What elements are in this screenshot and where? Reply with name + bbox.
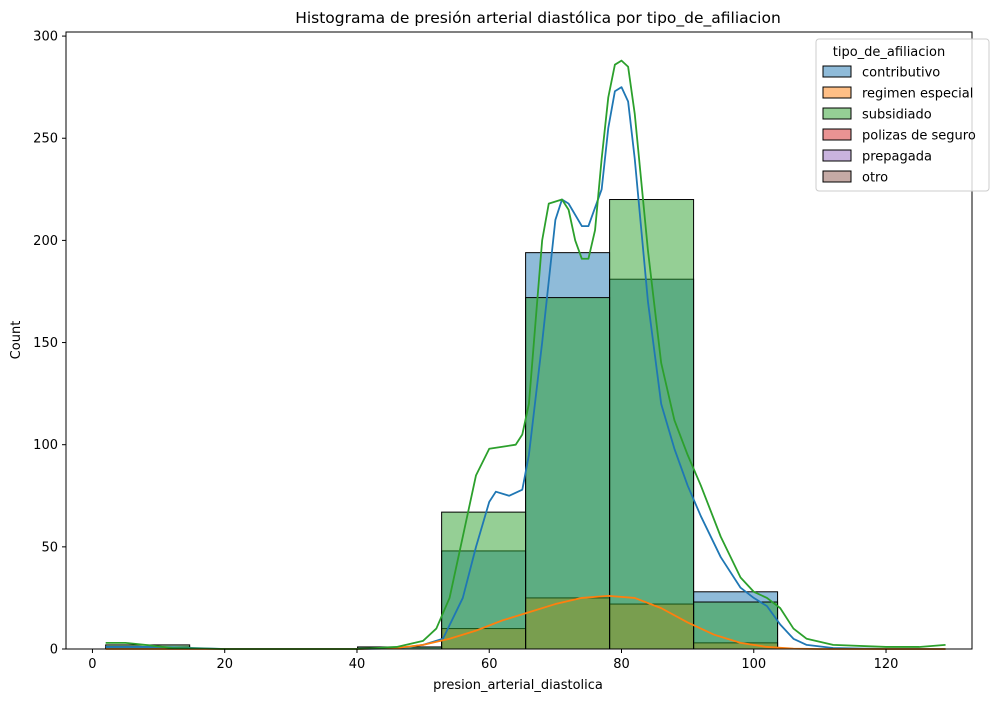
legend-swatch (822, 149, 852, 162)
legend-label: subsidiado (862, 108, 932, 123)
y-tick-label: 0 (50, 643, 58, 658)
y-tick-label: 150 (33, 336, 58, 351)
chart-title: Histograma de presión arterial diastólic… (295, 9, 781, 28)
kde-line-regimen-especial (105, 594, 946, 650)
legend-swatch (822, 86, 852, 99)
plot-area-frame (65, 31, 973, 650)
x-axis-ticks: 0 20 40 60 80 100 120 (88, 649, 898, 672)
legend-label: regimen especial (862, 87, 973, 102)
legend-swatch (822, 170, 852, 183)
x-tick-label: 20 (216, 657, 233, 672)
legend-swatch (822, 128, 852, 141)
x-tick-label: 40 (349, 657, 366, 672)
legend-label: polizas de seguro (862, 129, 976, 144)
legend-swatch (822, 107, 852, 120)
legend-label: prepagada (862, 150, 932, 165)
bar-series-subsidiado (105, 199, 779, 650)
kde-lines (105, 59, 946, 650)
bar (609, 199, 695, 650)
y-tick-label: 250 (33, 132, 58, 147)
y-tick-label: 100 (33, 438, 58, 453)
legend-title: tipo_de_afiliacion (833, 45, 945, 60)
legend-frame (815, 38, 990, 192)
kde-line-contributivo (105, 86, 946, 650)
y-tick-label: 300 (33, 30, 58, 45)
y-tick-label: 200 (33, 234, 58, 249)
y-axis-ticks: 0 50 100 150 200 250 300 (33, 30, 66, 658)
legend-label: contributivo (862, 66, 940, 81)
x-tick-label: 0 (88, 657, 96, 672)
x-tick-label: 80 (613, 657, 630, 672)
histogram-bars (105, 199, 779, 650)
x-axis-label: presion_arterial_diastolica (433, 678, 603, 693)
y-axis-label: Count (9, 321, 24, 360)
legend: tipo_de_afiliacion contributivo regimen e… (815, 38, 990, 192)
legend-label: otro (862, 171, 888, 186)
x-tick-label: 120 (874, 657, 899, 672)
y-tick-label: 50 (41, 540, 58, 555)
legend-swatch (822, 65, 852, 78)
bar (441, 511, 527, 650)
x-tick-label: 100 (741, 657, 766, 672)
x-tick-label: 60 (481, 657, 498, 672)
kde-line-subsidiado (105, 59, 946, 650)
